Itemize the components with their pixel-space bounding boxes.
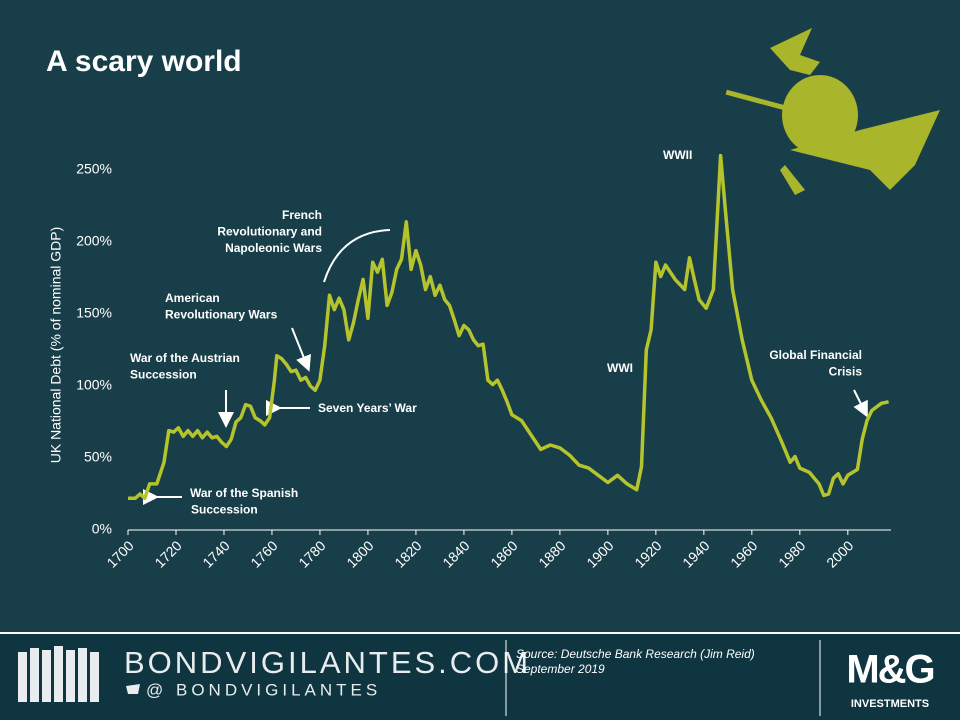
annotation: Global Financial — [769, 348, 862, 362]
annotation: Napoleonic Wars — [225, 241, 322, 255]
annotation: Revolutionary and — [217, 225, 322, 239]
site: BONDVIGILANTES.COM — [124, 645, 531, 680]
witch — [725, 28, 940, 195]
annotation: WWI — [607, 361, 633, 375]
footer — [0, 632, 960, 720]
annotation: War of the Austrian — [130, 351, 240, 365]
annotation: WWII — [663, 148, 692, 162]
people-icon — [18, 646, 99, 702]
y-tick-label: 0% — [92, 521, 112, 537]
arc — [323, 229, 391, 283]
chart-title: A scary world — [46, 45, 242, 78]
handle: @ BONDVIGILANTES — [146, 680, 381, 699]
source: Source: Deutsche Bank Research (Jim Reid… — [516, 647, 755, 661]
y-axis-label: UK National Debt (% of nominal GDP) — [48, 227, 64, 464]
y-tick-label: 100% — [76, 377, 112, 393]
y-tick-label: 250% — [76, 161, 112, 177]
brand: M&G — [846, 648, 933, 692]
annotation: French — [282, 208, 322, 222]
brand-sub: INVESTMENTS — [851, 698, 929, 710]
y-tick-label: 50% — [84, 449, 112, 465]
arrow — [291, 327, 311, 372]
arrow — [853, 389, 868, 418]
annotation: American — [165, 291, 220, 305]
annotation: War of the Spanish — [190, 486, 298, 500]
annotation: Revolutionary Wars — [165, 308, 278, 322]
source: September 2019 — [516, 662, 605, 676]
annotation: Seven Years’ War — [318, 401, 417, 415]
debt-line — [128, 153, 889, 501]
annotation: Crisis — [829, 365, 863, 379]
y-tick-label: 150% — [76, 305, 112, 321]
annotation: Succession — [191, 503, 258, 517]
bird-icon — [126, 684, 140, 694]
annotation: Succession — [130, 368, 197, 382]
y-tick-label: 200% — [76, 233, 112, 249]
